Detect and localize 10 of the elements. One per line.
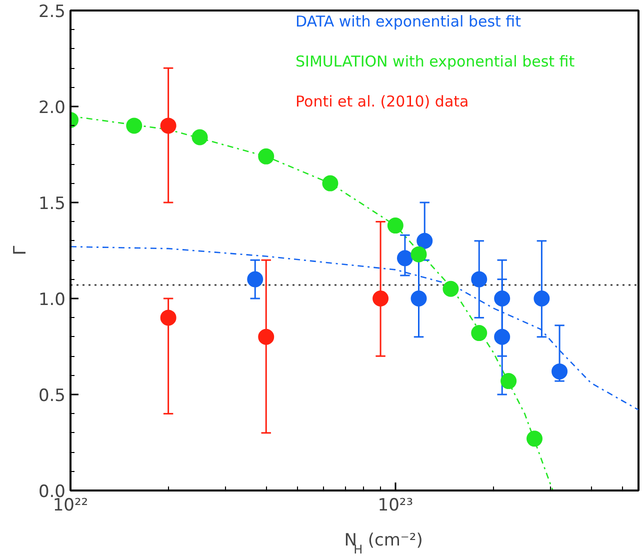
y-tick-label: 1.5 [38, 194, 66, 214]
text: Ponti et al. (2010) data [296, 92, 469, 110]
y-axis-title: Γ [10, 245, 30, 256]
y-tick-label: 1.0 [38, 290, 66, 310]
y-tick-label: 2.5 [38, 2, 66, 22]
y-tick-label: 0.5 [38, 386, 66, 406]
y-tick-label: 2.0 [38, 98, 66, 118]
text: DATA with exponential best fit [296, 12, 522, 30]
text: SIMULATION with exponential best fit [296, 52, 575, 70]
x-tick-label: 10²³ [378, 496, 414, 516]
